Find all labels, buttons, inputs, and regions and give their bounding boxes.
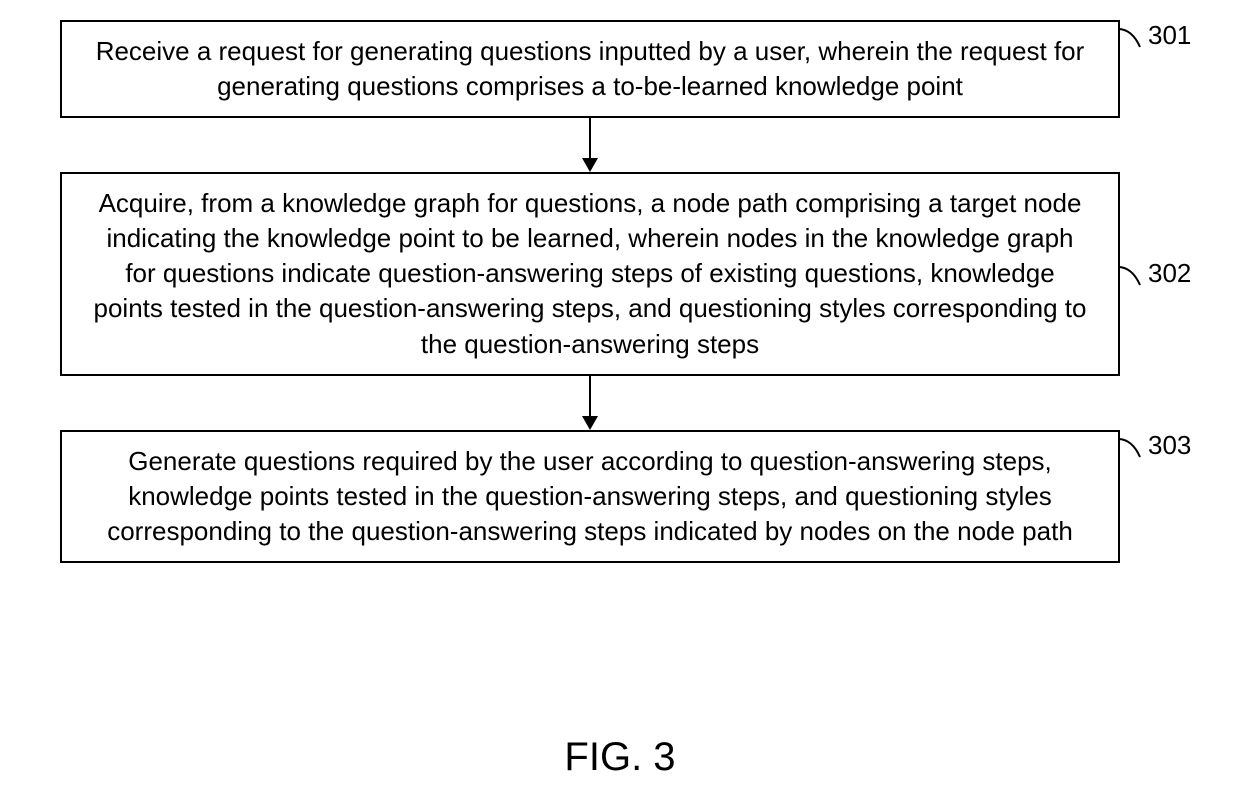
step-number: 301 <box>1148 18 1191 53</box>
arrow-down-icon <box>580 118 600 172</box>
step-number: 303 <box>1148 428 1191 463</box>
step-label-301: 301 <box>1118 16 1198 56</box>
step-number: 302 <box>1148 256 1191 291</box>
flow-step-303: Generate questions required by the user … <box>60 430 1120 563</box>
leader-line-icon <box>1118 21 1146 51</box>
step-text: Receive a request for generating questio… <box>96 36 1085 101</box>
flow-step-301: Receive a request for generating questio… <box>60 20 1120 118</box>
step-text: Acquire, from a knowledge graph for ques… <box>94 188 1087 358</box>
arrow-2 <box>60 376 1120 430</box>
leader-line-icon <box>1118 431 1146 461</box>
arrow-1 <box>60 118 1120 172</box>
step-label-303: 303 <box>1118 426 1198 466</box>
figure-caption: FIG. 3 <box>0 735 1240 780</box>
step-label-302: 302 <box>1118 254 1198 294</box>
leader-line-icon <box>1118 259 1146 289</box>
flowchart-container: Receive a request for generating questio… <box>60 20 1120 563</box>
flow-step-302: Acquire, from a knowledge graph for ques… <box>60 172 1120 375</box>
step-text: Generate questions required by the user … <box>107 446 1073 546</box>
arrow-down-icon <box>580 376 600 430</box>
